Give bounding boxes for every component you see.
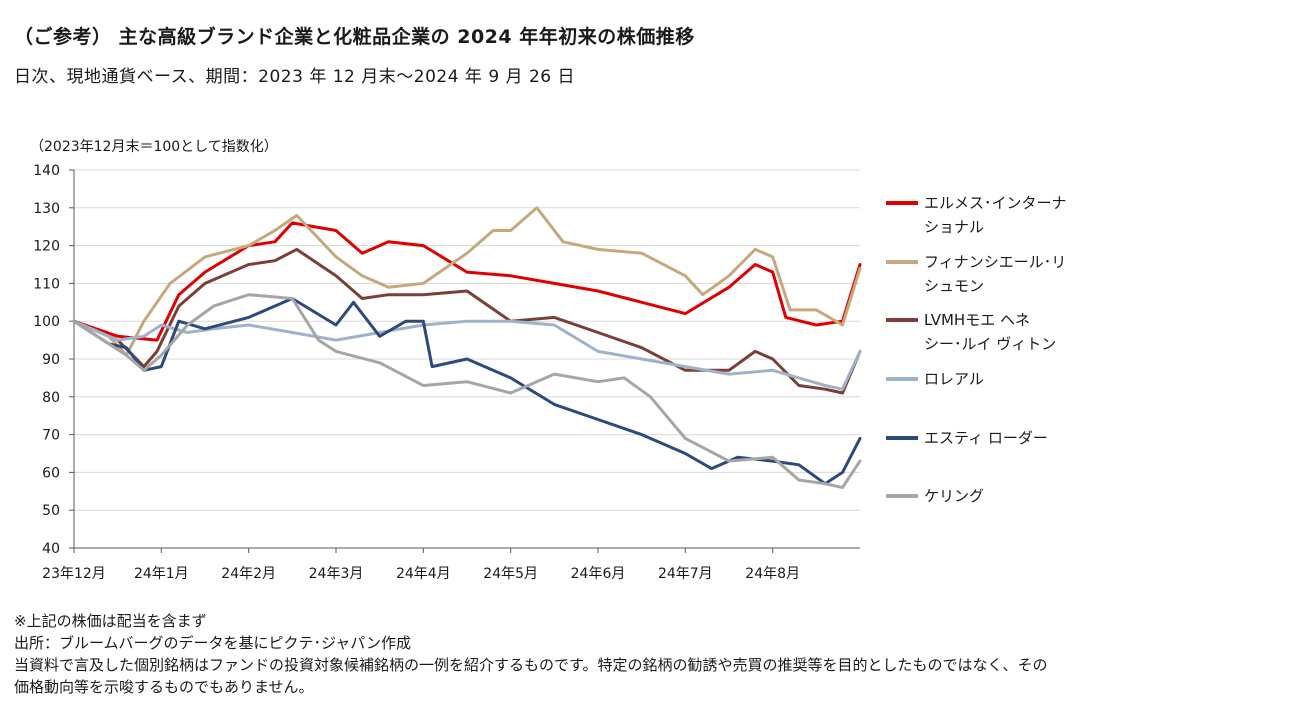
legend-label-2: シー･ルイ ヴィトン [924,335,1056,353]
y-tick-label: 70 [42,428,60,444]
legend-label-3: ロレアル [924,370,984,388]
legend-label-1: シュモン [924,277,984,295]
x-tick-label: 24年5月 [483,566,538,582]
series-line-0 [72,221,862,342]
x-tick-label: 24年3月 [309,566,364,582]
y-tick-label: 40 [42,541,60,557]
series-line-3 [72,319,862,391]
legend-label-0: エルメス･インターナ [924,194,1067,212]
series-line-2 [72,247,862,395]
footnote-source: 出所：ブルームバーグのデータを基にピクテ･ジャパン作成 [14,634,412,652]
y-tick-label: 130 [33,201,60,217]
series-line-4 [72,297,862,486]
series-line-1 [72,206,862,357]
x-tick-label: 24年8月 [745,566,800,582]
y-tick-label: 50 [42,503,60,519]
x-tick-label: 24年1月 [134,566,189,582]
y-tick-label: 140 [33,163,60,179]
y-axis-label: （2023年12月末＝100として指数化） [30,139,278,155]
legend-label-1: フィナンシエール･リ [924,253,1066,271]
chart-subtitle: 日次、現地通貨ベース、期間：2023 年 12 月末～2024 年 9 月 26… [14,67,575,87]
y-tick-label: 100 [33,314,60,330]
y-tick-label: 60 [42,465,60,481]
x-tick-label: 24年7月 [658,566,713,582]
footnote-dividend: ※上記の株価は配当を含まず [14,612,207,630]
chart-title: （ご参考） 主な高級ブランド企業と化粧品企業の 2024 年年初来の株価推移 [14,26,695,48]
y-tick-label: 110 [33,276,60,292]
footnote-disclaimer-1: 当資料で言及した個別銘柄はファンドの投資対象候補銘柄の一例を紹介するものです。特… [14,656,1048,674]
y-tick-label: 90 [42,352,60,368]
x-tick-label: 24年4月 [396,566,451,582]
footnote-disclaimer-2: 価格動向等を示唆するものでもありません。 [14,678,314,696]
x-tick-label: 23年12月 [42,566,106,582]
x-tick-label: 24年6月 [571,566,626,582]
y-tick-label: 80 [42,390,60,406]
y-tick-label: 120 [33,239,60,255]
legend-label-2: LVMHモエ ヘネ [924,311,1030,329]
legend-label-5: ケリング [924,487,984,505]
footnotes: ※上記の株価は配当を含まず 出所：ブルームバーグのデータを基にピクテ･ジャパン作… [14,610,1048,698]
series-line-5 [72,293,862,489]
legend-label-0: ショナル [924,218,984,236]
legend-label-4: エスティ ローダー [924,429,1048,447]
x-tick-label: 24年2月 [221,566,276,582]
